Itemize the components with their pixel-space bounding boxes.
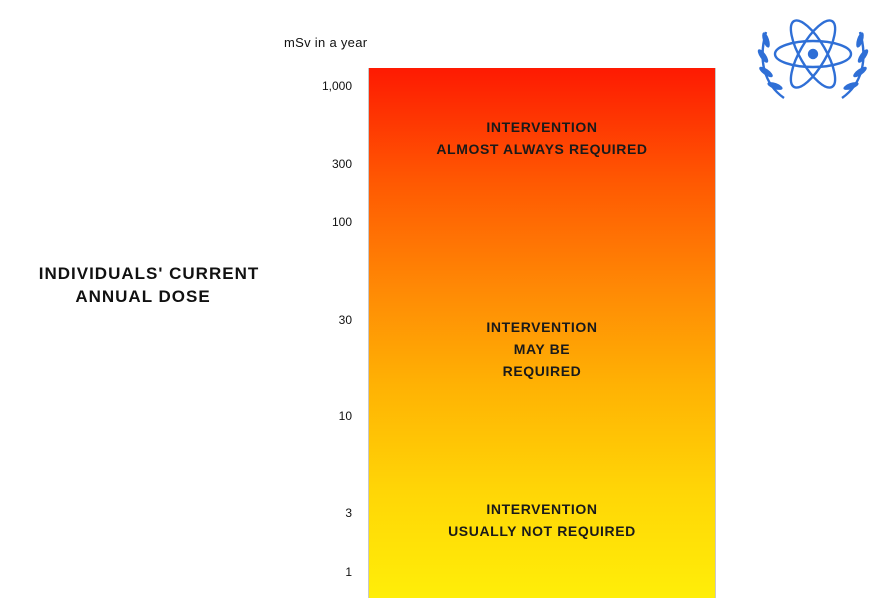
zone-mid-line-3: REQUIRED [502,363,582,379]
axis-title: INDIVIDUALS' CURRENT ANNUAL DOSE [8,262,290,308]
iaea-emblem-icon [757,19,869,99]
zone-low-label: INTERVENTION USUALLY NOT REQUIRED [369,498,715,542]
zone-low-line-1: INTERVENTION [486,501,598,517]
axis-title-line-2: ANNUAL DOSE [75,287,211,306]
tick-label: 300 [331,157,352,171]
tick-label: 10 [338,409,352,423]
zone-mid-label: INTERVENTION MAY BE REQUIRED [369,316,715,382]
axis-title-line-1: INDIVIDUALS' CURRENT [38,264,260,283]
tick-label: 1,000 [321,79,352,93]
zone-mid-line-2: MAY BE [513,341,571,357]
tick-label: 100 [331,215,352,229]
unit-label: mSv in a year [284,35,368,50]
zone-high-line-1: INTERVENTION [486,119,598,135]
tick-label: 30 [338,313,352,327]
zone-low-line-2: USUALLY NOT REQUIRED [448,523,636,539]
zone-high-label: INTERVENTION ALMOST ALWAYS REQUIRED [369,116,715,160]
tick-label: 3 [345,506,352,520]
zone-high-line-2: ALMOST ALWAYS REQUIRED [436,141,648,157]
dose-scale-ticks: 1,000 300 100 30 10 3 1 [300,0,360,598]
dose-scale-bar: INTERVENTION ALMOST ALWAYS REQUIRED INTE… [368,68,716,598]
tick-label: 1 [345,565,352,579]
zone-mid-line-1: INTERVENTION [486,319,598,335]
